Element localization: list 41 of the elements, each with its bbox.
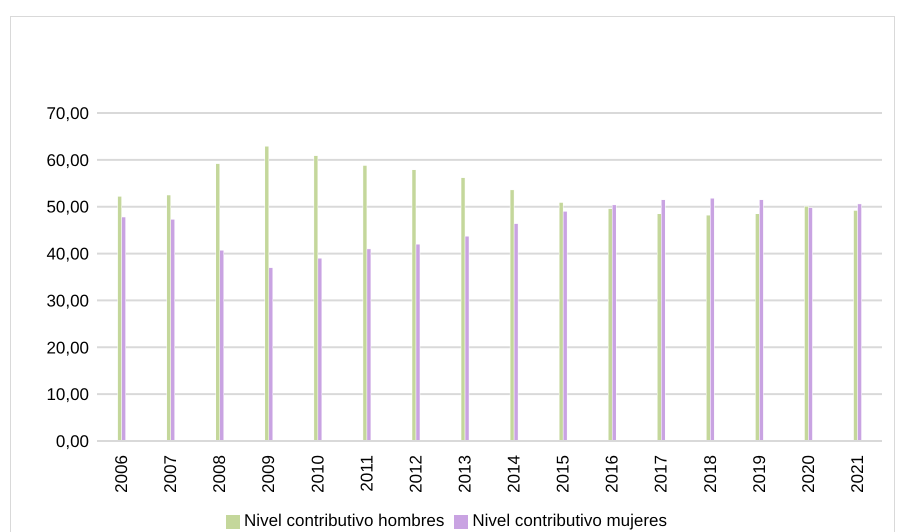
x-tick-label: 2011 xyxy=(357,455,376,492)
x-tick-label: 2014 xyxy=(504,455,524,493)
bar xyxy=(510,190,514,441)
bar xyxy=(314,155,318,441)
bar xyxy=(612,204,616,441)
legend-label: Nivel contributivo mujeres xyxy=(472,511,667,530)
y-tick-label: 70,00 xyxy=(46,104,89,124)
y-tick-label: 50,00 xyxy=(46,198,89,217)
y-tick-label: 30,00 xyxy=(46,291,89,310)
bar xyxy=(412,169,416,441)
x-tick-label: 2017 xyxy=(652,455,671,493)
x-tick-label: 2016 xyxy=(602,455,622,493)
x-tick-label: 2020 xyxy=(798,455,818,493)
bar xyxy=(808,207,813,441)
y-tick-label: 60,00 xyxy=(46,150,89,170)
x-tick-label: 2013 xyxy=(455,455,474,493)
legend-label: Nivel contributivo hombres xyxy=(244,511,444,530)
x-tick-label: 2008 xyxy=(210,455,230,493)
y-tick-label: 20,00 xyxy=(46,338,89,358)
x-tick-label: 2006 xyxy=(112,455,132,493)
y-tick-label: 40,00 xyxy=(46,244,89,264)
x-tick-label: 2007 xyxy=(161,455,180,493)
x-tick-label: 2010 xyxy=(308,455,328,493)
x-tick-label: 2009 xyxy=(259,455,278,493)
x-tick-label: 2019 xyxy=(750,455,769,493)
bar xyxy=(117,196,122,441)
bar xyxy=(215,163,220,441)
bar xyxy=(759,199,764,441)
bar xyxy=(857,204,862,441)
bar xyxy=(362,165,368,441)
bar xyxy=(710,198,715,441)
x-tick-label: 2012 xyxy=(406,455,426,493)
bar xyxy=(264,146,270,441)
x-tick-label: 2021 xyxy=(848,455,867,493)
y-tick-label: 0,00 xyxy=(56,432,89,452)
x-tick-label: 2018 xyxy=(700,455,720,493)
x-tick-label: 2015 xyxy=(554,455,573,493)
bar xyxy=(661,199,666,441)
y-tick-label: 10,00 xyxy=(46,385,89,404)
bar xyxy=(460,177,466,441)
bar xyxy=(166,194,171,441)
